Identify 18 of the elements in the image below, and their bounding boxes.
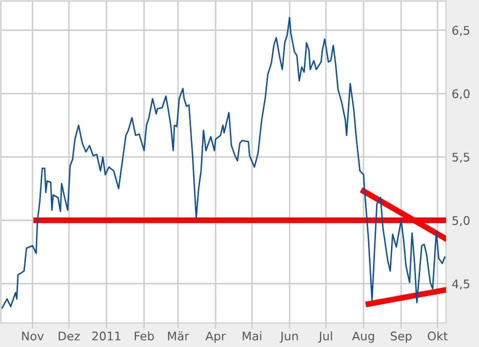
x-tick-label: Sep bbox=[390, 332, 412, 343]
x-tick-label: Nov bbox=[22, 332, 44, 340]
y-tick-label: 5,5 bbox=[452, 152, 470, 163]
x-tick-label: Feb bbox=[134, 331, 154, 340]
y-tick-label: 6,5 bbox=[452, 26, 470, 36]
x-tick-label: Okt bbox=[428, 331, 448, 340]
y-tick-label: 6,0 bbox=[452, 89, 470, 100]
line-series bbox=[2, 16, 446, 308]
x-tick-label: Mär bbox=[168, 331, 190, 340]
x-tick-label: 2011 bbox=[92, 332, 120, 340]
x-tick-label: Apr bbox=[206, 332, 226, 343]
x-tick-label: Dez bbox=[58, 332, 80, 340]
y-tick-label: 5,0 bbox=[452, 216, 470, 226]
x-tick-label: Jun bbox=[280, 332, 298, 343]
x-tick-label: Jul bbox=[318, 331, 332, 343]
x-tick-label: Aug bbox=[352, 332, 374, 343]
x-tick-label: Mai bbox=[242, 331, 262, 340]
y-tick-label: 4,5 bbox=[452, 280, 470, 290]
